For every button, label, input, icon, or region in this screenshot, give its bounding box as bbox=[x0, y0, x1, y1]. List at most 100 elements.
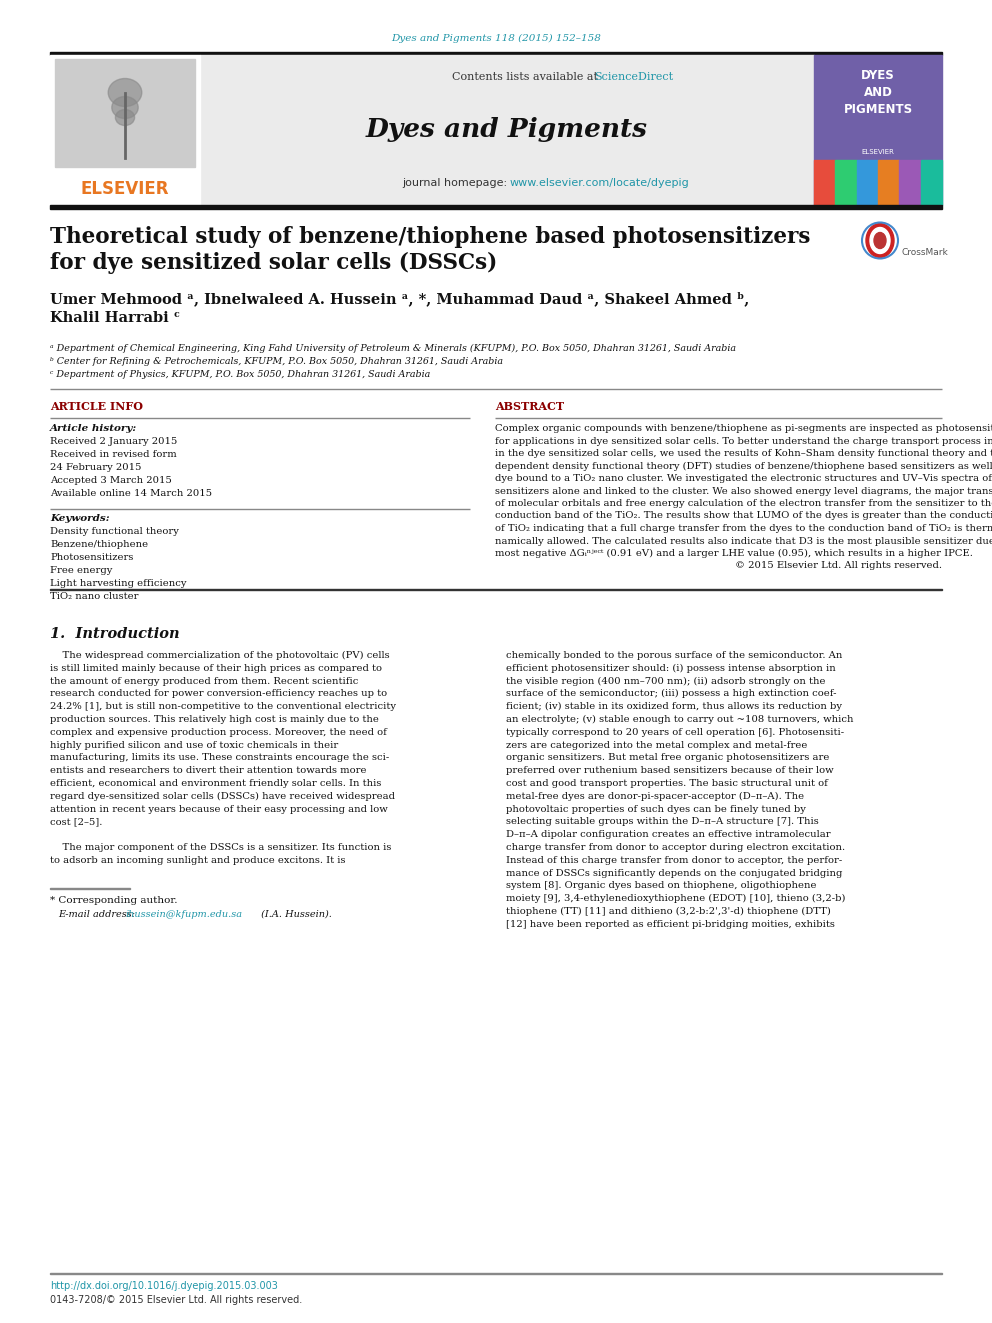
Text: D–π–A dipolar configuration creates an effective intramolecular: D–π–A dipolar configuration creates an e… bbox=[506, 831, 830, 839]
Text: zers are categorized into the metal complex and metal-free: zers are categorized into the metal comp… bbox=[506, 741, 807, 750]
Text: most negative ΔGᵢⁿʲᵉᶜᵗ (0.91 eV) and a larger LHE value (0.95), which results in: most negative ΔGᵢⁿʲᵉᶜᵗ (0.91 eV) and a l… bbox=[495, 549, 973, 558]
Text: surface of the semiconductor; (iii) possess a high extinction coef-: surface of the semiconductor; (iii) poss… bbox=[506, 689, 836, 699]
Text: The widespread commercialization of the photovoltaic (PV) cells: The widespread commercialization of the … bbox=[50, 651, 390, 660]
Text: Dyes and Pigments: Dyes and Pigments bbox=[366, 116, 648, 142]
Bar bbox=[200, 54, 814, 205]
Text: charge transfer from donor to acceptor during electron excitation.: charge transfer from donor to acceptor d… bbox=[506, 843, 845, 852]
Text: E-mail address:: E-mail address: bbox=[58, 910, 138, 918]
Text: an electrolyte; (v) stable enough to carry out ~108 turnovers, which: an electrolyte; (v) stable enough to car… bbox=[506, 714, 853, 724]
Text: selecting suitable groups within the D–π–A structure [7]. This: selecting suitable groups within the D–π… bbox=[506, 818, 818, 827]
Ellipse shape bbox=[115, 110, 135, 126]
Text: ABSTRACT: ABSTRACT bbox=[495, 401, 564, 411]
Text: in the dye sensitized solar cells, we used the results of Kohn–Sham density func: in the dye sensitized solar cells, we us… bbox=[495, 448, 992, 458]
Text: ᵇ Center for Refining & Petrochemicals, KFUPM, P.O. Box 5050, Dhahran 31261, Sau: ᵇ Center for Refining & Petrochemicals, … bbox=[50, 357, 503, 366]
Bar bbox=[814, 54, 942, 205]
Text: Umer Mehmood ᵃ, Ibnelwaleed A. Hussein ᵃ, *, Muhammad Daud ᵃ, Shakeel Ahmed ᵇ,: Umer Mehmood ᵃ, Ibnelwaleed A. Hussein ᵃ… bbox=[50, 291, 749, 306]
Text: cost and good transport properties. The basic structural unit of: cost and good transport properties. The … bbox=[506, 779, 828, 789]
Text: sensitizers alone and linked to the cluster. We also showed energy level diagram: sensitizers alone and linked to the clus… bbox=[495, 487, 992, 496]
Text: Available online 14 March 2015: Available online 14 March 2015 bbox=[50, 490, 212, 497]
Text: ScienceDirect: ScienceDirect bbox=[594, 71, 674, 82]
Text: DYES
AND
PIGMENTS: DYES AND PIGMENTS bbox=[843, 69, 913, 116]
Text: is still limited mainly because of their high prices as compared to: is still limited mainly because of their… bbox=[50, 664, 382, 673]
Text: preferred over ruthenium based sensitizers because of their low: preferred over ruthenium based sensitize… bbox=[506, 766, 833, 775]
Text: to adsorb an incoming sunlight and produce excitons. It is: to adsorb an incoming sunlight and produ… bbox=[50, 856, 345, 865]
Bar bbox=[857, 160, 878, 205]
Text: * Corresponding author.: * Corresponding author. bbox=[50, 896, 178, 905]
Ellipse shape bbox=[870, 228, 890, 254]
Text: ELSEVIER: ELSEVIER bbox=[862, 148, 895, 155]
Bar bbox=[50, 54, 200, 205]
Text: the amount of energy produced from them. Recent scientific: the amount of energy produced from them.… bbox=[50, 676, 358, 685]
Text: Instead of this charge transfer from donor to acceptor, the perfor-: Instead of this charge transfer from don… bbox=[506, 856, 842, 865]
Text: ficient; (iv) stable in its oxidized form, thus allows its reduction by: ficient; (iv) stable in its oxidized for… bbox=[506, 703, 842, 712]
Text: © 2015 Elsevier Ltd. All rights reserved.: © 2015 Elsevier Ltd. All rights reserved… bbox=[735, 561, 942, 570]
Bar bbox=[55, 58, 195, 167]
Text: entists and researchers to divert their attention towards more: entists and researchers to divert their … bbox=[50, 766, 366, 775]
Text: [12] have been reported as efficient pi-bridging moities, exhibits: [12] have been reported as efficient pi-… bbox=[506, 919, 835, 929]
Text: the visible region (400 nm–700 nm); (ii) adsorb strongly on the: the visible region (400 nm–700 nm); (ii)… bbox=[506, 676, 825, 685]
Text: Keywords:: Keywords: bbox=[50, 515, 110, 523]
Text: Benzene/thiophene: Benzene/thiophene bbox=[50, 540, 148, 549]
Text: research conducted for power conversion-efficiency reaches up to: research conducted for power conversion-… bbox=[50, 689, 387, 699]
Bar bbox=[50, 589, 942, 590]
Text: ELSEVIER: ELSEVIER bbox=[80, 180, 170, 197]
Text: The major component of the DSSCs is a sensitizer. Its function is: The major component of the DSSCs is a se… bbox=[50, 843, 392, 852]
Text: of molecular orbitals and free energy calculation of the electron transfer from : of molecular orbitals and free energy ca… bbox=[495, 499, 992, 508]
Text: for dye sensitized solar cells (DSSCs): for dye sensitized solar cells (DSSCs) bbox=[50, 251, 497, 274]
Text: Received 2 January 2015: Received 2 January 2015 bbox=[50, 437, 178, 446]
Text: www.elsevier.com/locate/dyepig: www.elsevier.com/locate/dyepig bbox=[510, 177, 689, 188]
Text: Article history:: Article history: bbox=[50, 423, 137, 433]
Text: conduction band of the TiO₂. The results show that LUMO of the dyes is greater t: conduction band of the TiO₂. The results… bbox=[495, 512, 992, 520]
Text: mance of DSSCs significantly depends on the conjugated bridging: mance of DSSCs significantly depends on … bbox=[506, 869, 842, 877]
Text: 24 February 2015: 24 February 2015 bbox=[50, 463, 142, 472]
Text: cost [2–5].: cost [2–5]. bbox=[50, 818, 102, 827]
Text: organic sensitizers. But metal free organic photosensitizers are: organic sensitizers. But metal free orga… bbox=[506, 753, 829, 762]
Bar bbox=[814, 160, 835, 205]
Text: attention in recent years because of their easy processing and low: attention in recent years because of the… bbox=[50, 804, 388, 814]
Text: Theoretical study of benzene/thiophene based photosensitizers: Theoretical study of benzene/thiophene b… bbox=[50, 225, 810, 247]
Text: of TiO₂ indicating that a full charge transfer from the dyes to the conduction b: of TiO₂ indicating that a full charge tr… bbox=[495, 524, 992, 533]
Text: Received in revised form: Received in revised form bbox=[50, 450, 177, 459]
Text: 24.2% [1], but is still non-competitive to the conventional electricity: 24.2% [1], but is still non-competitive … bbox=[50, 703, 396, 712]
Text: namically allowed. The calculated results also indicate that D3 is the most plau: namically allowed. The calculated result… bbox=[495, 537, 992, 545]
Text: Light harvesting efficiency: Light harvesting efficiency bbox=[50, 579, 186, 587]
Text: highly purified silicon and use of toxic chemicals in their: highly purified silicon and use of toxic… bbox=[50, 741, 338, 750]
Text: http://dx.doi.org/10.1016/j.dyepig.2015.03.003: http://dx.doi.org/10.1016/j.dyepig.2015.… bbox=[50, 1281, 278, 1291]
Bar bbox=[50, 205, 942, 209]
Text: Density functional theory: Density functional theory bbox=[50, 527, 179, 536]
Text: ᶜ Department of Physics, KFUPM, P.O. Box 5050, Dhahran 31261, Saudi Arabia: ᶜ Department of Physics, KFUPM, P.O. Box… bbox=[50, 370, 431, 378]
Text: ARTICLE INFO: ARTICLE INFO bbox=[50, 401, 143, 411]
Text: regard dye-sensitized solar cells (DSSCs) have received widespread: regard dye-sensitized solar cells (DSSCs… bbox=[50, 791, 395, 800]
Bar bbox=[50, 52, 942, 54]
Text: for applications in dye sensitized solar cells. To better understand the charge : for applications in dye sensitized solar… bbox=[495, 437, 992, 446]
Text: TiO₂ nano cluster: TiO₂ nano cluster bbox=[50, 591, 139, 601]
Text: moiety [9], 3,4-ethylenedioxythiophene (EDOT) [10], thieno (3,2-b): moiety [9], 3,4-ethylenedioxythiophene (… bbox=[506, 894, 845, 904]
Text: Free energy: Free energy bbox=[50, 566, 112, 576]
Text: efficient, economical and environment friendly solar cells. In this: efficient, economical and environment fr… bbox=[50, 779, 381, 789]
Text: system [8]. Organic dyes based on thiophene, oligothiophene: system [8]. Organic dyes based on thioph… bbox=[506, 881, 816, 890]
Text: 1.  Introduction: 1. Introduction bbox=[50, 627, 180, 640]
Text: production sources. This relatively high cost is mainly due to the: production sources. This relatively high… bbox=[50, 714, 379, 724]
Text: metal-free dyes are donor-pi-spacer-acceptor (D–π–A). The: metal-free dyes are donor-pi-spacer-acce… bbox=[506, 791, 805, 800]
Text: Khalil Harrabi ᶜ: Khalil Harrabi ᶜ bbox=[50, 311, 181, 325]
Bar bbox=[921, 160, 942, 205]
Text: ᵃ Department of Chemical Engineering, King Fahd University of Petroleum & Minera: ᵃ Department of Chemical Engineering, Ki… bbox=[50, 344, 736, 353]
Text: efficient photosensitizer should: (i) possess intense absorption in: efficient photosensitizer should: (i) po… bbox=[506, 664, 835, 673]
Text: typically correspond to 20 years of cell operation [6]. Photosensiti-: typically correspond to 20 years of cell… bbox=[506, 728, 844, 737]
Text: chemically bonded to the porous surface of the semiconductor. An: chemically bonded to the porous surface … bbox=[506, 651, 842, 660]
Text: ihussein@kfupm.edu.sa: ihussein@kfupm.edu.sa bbox=[126, 910, 243, 918]
Text: Photosensitizers: Photosensitizers bbox=[50, 553, 133, 562]
Bar bbox=[900, 160, 921, 205]
Text: CrossMark: CrossMark bbox=[902, 247, 948, 257]
Text: complex and expensive production process. Moreover, the need of: complex and expensive production process… bbox=[50, 728, 387, 737]
Ellipse shape bbox=[108, 78, 142, 106]
Bar bbox=[835, 160, 857, 205]
Text: photovoltaic properties of such dyes can be finely tuned by: photovoltaic properties of such dyes can… bbox=[506, 804, 806, 814]
Text: (I.A. Hussein).: (I.A. Hussein). bbox=[258, 910, 332, 918]
Ellipse shape bbox=[874, 233, 886, 249]
Text: thiophene (TT) [11] and dithieno (3,2-b:2',3'-d) thiophene (DTT): thiophene (TT) [11] and dithieno (3,2-b:… bbox=[506, 908, 831, 916]
Text: journal homepage:: journal homepage: bbox=[402, 177, 511, 188]
Bar bbox=[878, 160, 900, 205]
Text: Accepted 3 March 2015: Accepted 3 March 2015 bbox=[50, 476, 172, 486]
Text: dependent density functional theory (DFT) studies of benzene/thiophene based sen: dependent density functional theory (DFT… bbox=[495, 462, 992, 471]
